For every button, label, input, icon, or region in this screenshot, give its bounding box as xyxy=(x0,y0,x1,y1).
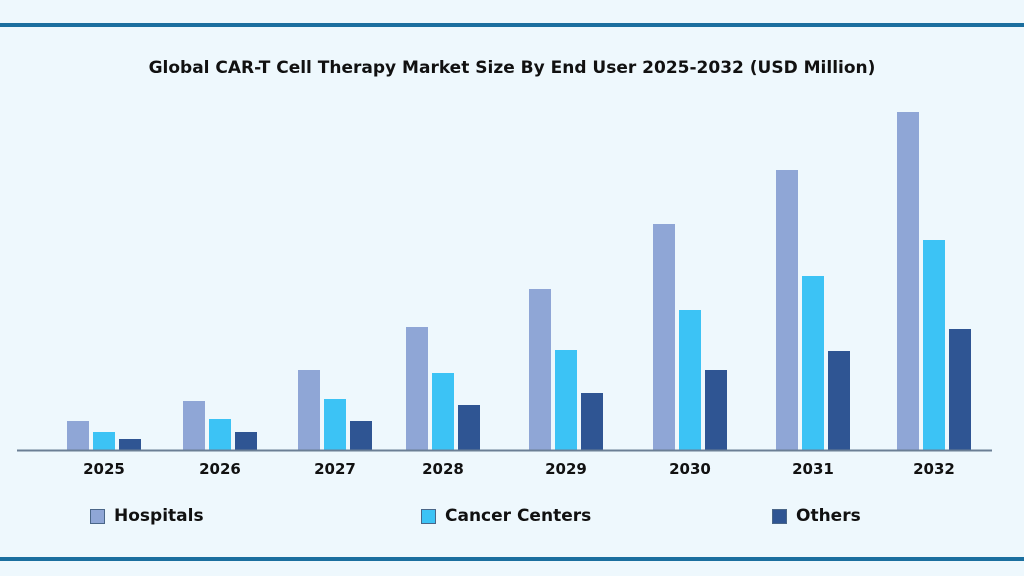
legend-item-hospitals: Hospitals xyxy=(90,506,204,526)
x-tick-label: 2025 xyxy=(83,460,125,478)
bar-cancer-centers-2031 xyxy=(802,276,824,450)
x-tick-label: 2031 xyxy=(792,460,834,478)
bar-cancer-centers-2028 xyxy=(432,373,454,450)
legend-swatch-cancer-centers xyxy=(421,508,436,524)
bar-hospitals-2025 xyxy=(67,421,89,450)
bar-hospitals-2028 xyxy=(406,327,428,450)
bar-cancer-centers-2029 xyxy=(555,350,577,450)
bar-others-2025 xyxy=(119,439,141,450)
bottom-rule xyxy=(0,557,1024,561)
x-tick-label: 2029 xyxy=(545,460,587,478)
chart-title: Global CAR-T Cell Therapy Market Size By… xyxy=(148,58,876,78)
bar-hospitals-2029 xyxy=(529,289,551,450)
bar-cancer-centers-2030 xyxy=(679,310,701,450)
bar-cancer-centers-2026 xyxy=(209,419,231,450)
bar-hospitals-2026 xyxy=(183,401,205,450)
legend-swatch-others xyxy=(772,508,787,524)
x-tick-label: 2028 xyxy=(422,460,464,478)
bar-others-2026 xyxy=(235,432,257,450)
legend-label: Hospitals xyxy=(114,506,204,526)
x-tick-label: 2027 xyxy=(314,460,356,478)
bar-others-2028 xyxy=(458,405,480,450)
legend-item-others: Others xyxy=(772,506,861,526)
bar-others-2031 xyxy=(828,351,850,450)
x-tick-label: 2026 xyxy=(199,460,241,478)
bar-others-2027 xyxy=(350,421,372,450)
bar-hospitals-2030 xyxy=(653,224,675,450)
legend-swatch-hospitals xyxy=(90,508,105,524)
bar-cancer-centers-2027 xyxy=(324,399,346,450)
bar-hospitals-2031 xyxy=(776,170,798,450)
x-tick-label: 2030 xyxy=(669,460,711,478)
bar-others-2029 xyxy=(581,393,603,450)
bar-hospitals-2027 xyxy=(298,370,320,450)
legend-item-cancer-centers: Cancer Centers xyxy=(421,506,591,526)
bar-others-2030 xyxy=(705,370,727,450)
x-tick-label: 2032 xyxy=(913,460,955,478)
bar-others-2032 xyxy=(949,329,971,450)
legend-label: Cancer Centers xyxy=(445,506,592,526)
bar-cancer-centers-2025 xyxy=(93,432,115,450)
legend-label: Others xyxy=(796,506,861,526)
bar-hospitals-2032 xyxy=(897,112,919,450)
top-rule xyxy=(0,23,1024,27)
bar-cancer-centers-2032 xyxy=(923,240,945,450)
